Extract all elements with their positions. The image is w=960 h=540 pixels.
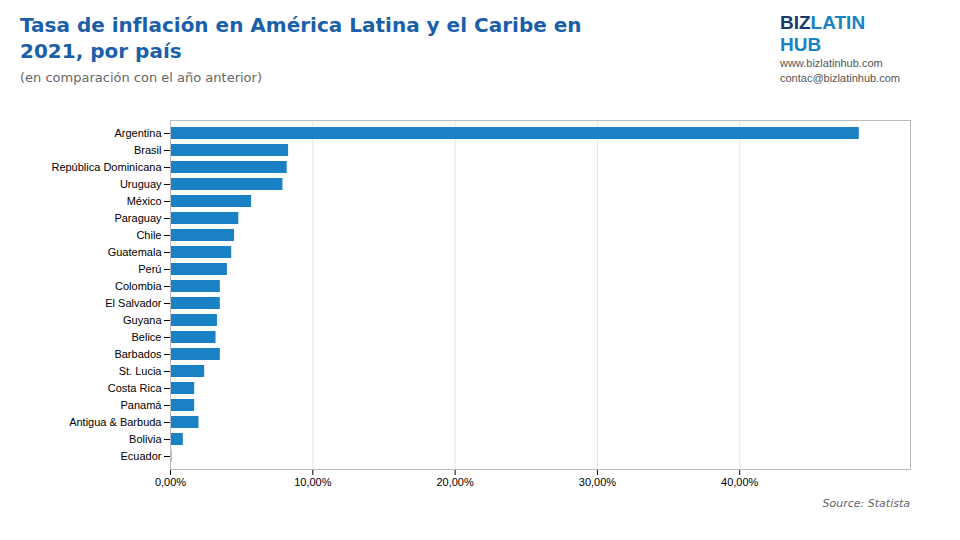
svg-text:St. Lucia: St. Lucia <box>119 365 163 377</box>
svg-text:Ecuador: Ecuador <box>121 450 162 462</box>
svg-text:Argentina: Argentina <box>114 127 162 139</box>
svg-text:Belice: Belice <box>132 331 162 343</box>
html-text:(en comparación con el año ant: (en comparación con el año anterior) <box>20 70 262 85</box>
html-text:www.bizlatinhub.com: www.bizlatinhub.com <box>780 56 883 69</box>
svg-text:República Dominicana: República Dominicana <box>51 161 162 173</box>
html-text:Tasa de inflación en América L: Tasa de inflación en América Latina y el… <box>20 13 582 63</box>
svg-text:20,00%: 20,00% <box>436 476 474 488</box>
svg-text:Antigua & Barbuda: Antigua & Barbuda <box>69 416 162 428</box>
svg-text:Barbados: Barbados <box>114 348 162 360</box>
svg-text:México: México <box>127 195 162 207</box>
svg-text:0,00%: 0,00% <box>155 476 186 488</box>
html-text:Source: Statista: Source: Statista <box>822 497 910 510</box>
svg-text:Chile: Chile <box>136 229 161 241</box>
svg-text:10,00%: 10,00% <box>294 476 332 488</box>
svg-text:40,00%: 40,00% <box>721 476 759 488</box>
html-text:BIZ LATIN: BIZ LATIN <box>780 12 866 33</box>
svg-text:El Salvador: El Salvador <box>105 297 162 309</box>
svg-text:Brasil: Brasil <box>134 144 162 156</box>
html-text:HUB: HUB <box>780 33 822 55</box>
svg-text:Bolivia: Bolivia <box>129 433 162 445</box>
svg-text:Colombia: Colombia <box>115 280 162 292</box>
html-text:contac@bizlatinhub.com: contac@bizlatinhub.com <box>780 72 900 85</box>
svg-text:30,00%: 30,00% <box>579 476 617 488</box>
svg-text:Perú: Perú <box>138 263 161 275</box>
svg-text:Uruguay: Uruguay <box>120 178 162 190</box>
svg-text:Guyana: Guyana <box>123 314 162 326</box>
svg-text:Guatemala: Guatemala <box>108 246 163 258</box>
svg-text:Panamá: Panamá <box>121 399 163 411</box>
svg-text:Costa Rica: Costa Rica <box>108 382 163 394</box>
svg-text:Paraguay: Paraguay <box>114 212 162 224</box>
